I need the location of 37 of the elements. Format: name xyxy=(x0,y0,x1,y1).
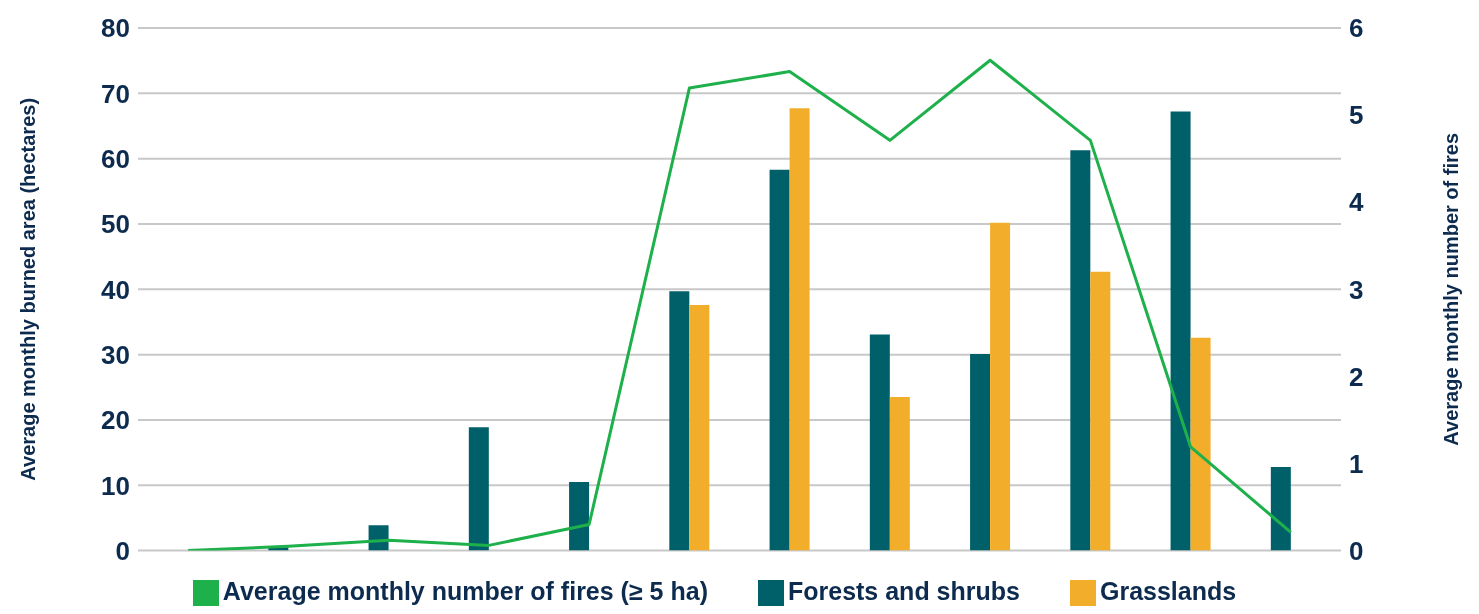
y-tick-label: 30 xyxy=(101,339,130,370)
y-tick-label: 50 xyxy=(101,209,130,240)
line-series xyxy=(186,58,1293,551)
bar xyxy=(970,353,991,551)
bar xyxy=(1090,271,1111,551)
y-tick-label: 10 xyxy=(101,470,130,501)
bar xyxy=(889,397,910,551)
y2-tick-label: 6 xyxy=(1349,13,1364,44)
bar xyxy=(1190,337,1211,551)
bar xyxy=(789,108,810,551)
y2-axis-title: Average monthly number of fires xyxy=(1440,132,1463,446)
bar xyxy=(1070,150,1091,551)
y-axis-title: Average monthly burned area (hectares) xyxy=(17,97,40,481)
y2-tick-label: 5 xyxy=(1349,100,1364,131)
bar xyxy=(1270,466,1291,551)
y2-tick-label: 0 xyxy=(1349,535,1364,566)
y2-tick-label: 3 xyxy=(1349,274,1364,305)
bar xyxy=(689,304,710,551)
bar xyxy=(569,482,590,551)
bar xyxy=(669,291,690,551)
bar xyxy=(468,427,489,551)
bar xyxy=(869,334,890,551)
y2-tick-label: 2 xyxy=(1349,361,1364,392)
y-tick-label: 20 xyxy=(101,405,130,436)
y2-tick-label: 1 xyxy=(1349,448,1364,479)
bar xyxy=(769,169,790,551)
legend-label: Average monthly number of fires (≥ 5 ha) xyxy=(222,576,708,605)
y-tick-label: 0 xyxy=(115,535,130,566)
y2-tick-label: 4 xyxy=(1349,187,1364,218)
y-tick-label: 70 xyxy=(101,78,130,109)
bar xyxy=(1170,111,1191,551)
legend-label: Forests and shrubs xyxy=(787,576,1020,605)
legend-label: Grasslands xyxy=(1099,576,1237,605)
y-tick-label: 80 xyxy=(101,13,130,44)
y-tick-label: 40 xyxy=(101,274,130,305)
y-tick-label: 60 xyxy=(101,143,130,174)
bar xyxy=(990,222,1011,551)
